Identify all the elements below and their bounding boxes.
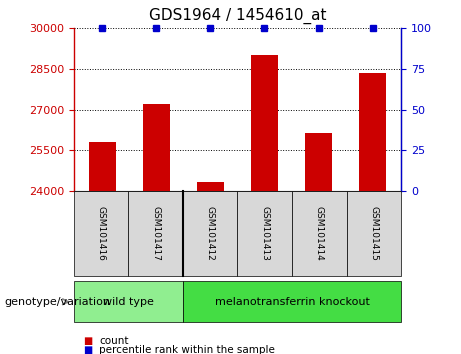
Text: GSM101416: GSM101416 [96, 206, 106, 261]
Bar [305, 133, 332, 191]
Bar [89, 142, 116, 191]
Text: GSM101412: GSM101412 [206, 206, 215, 261]
Bar [359, 73, 386, 191]
Text: melanotransferrin knockout: melanotransferrin knockout [214, 297, 369, 307]
Bar [251, 56, 278, 191]
Text: ■: ■ [83, 345, 92, 354]
Text: GSM101414: GSM101414 [315, 206, 324, 261]
Text: count: count [99, 336, 129, 346]
Text: ■: ■ [83, 336, 92, 346]
Text: GSM101417: GSM101417 [151, 206, 160, 261]
Text: genotype/variation: genotype/variation [5, 297, 111, 307]
Text: percentile rank within the sample: percentile rank within the sample [99, 345, 275, 354]
Bar [197, 182, 224, 191]
Title: GDS1964 / 1454610_at: GDS1964 / 1454610_at [148, 8, 326, 24]
Bar [143, 104, 170, 191]
Text: GSM101415: GSM101415 [369, 206, 378, 261]
Text: GSM101413: GSM101413 [260, 206, 269, 261]
Text: wild type: wild type [103, 297, 154, 307]
